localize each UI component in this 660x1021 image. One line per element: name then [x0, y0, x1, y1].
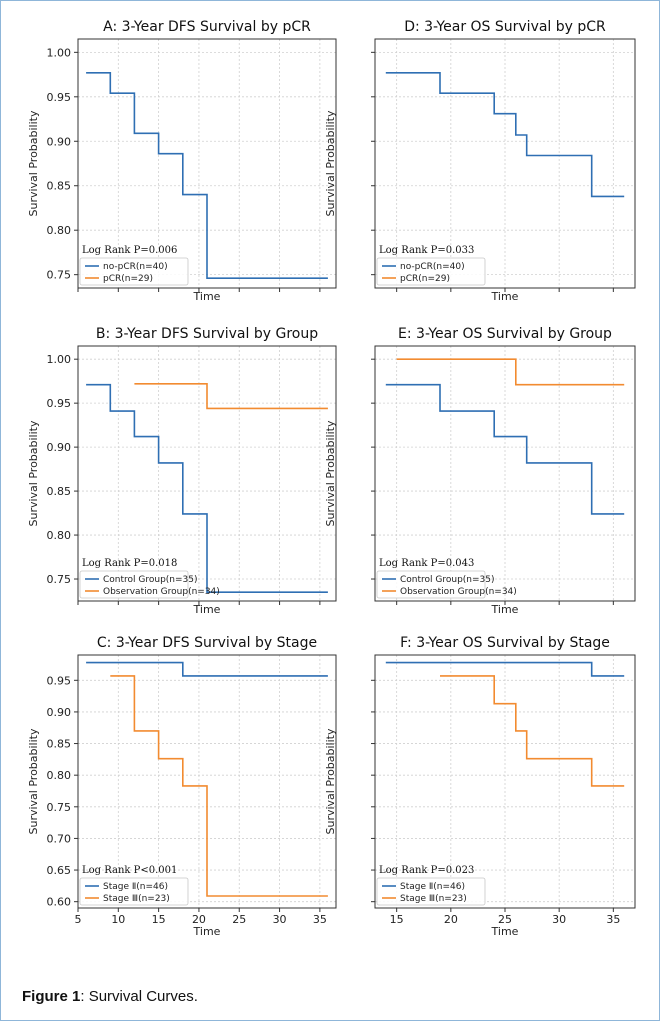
y-tick-label: 0.75	[47, 573, 72, 586]
y-axis-label: Survival Probability	[324, 110, 337, 216]
legend-label-2: pCR(n=29)	[400, 274, 450, 284]
y-tick-label: 0.65	[47, 864, 72, 877]
panel-title: E: 3-Year OS Survival by Group	[398, 326, 612, 342]
y-tick-label: 0.75	[47, 269, 72, 282]
y-tick-label: 0.80	[47, 769, 72, 782]
legend-label-2: Stage Ⅲ(n=23)	[103, 894, 170, 904]
x-tick-label: 5	[75, 913, 82, 926]
legend-box	[79, 570, 189, 599]
y-tick-label: 1.00	[47, 46, 72, 59]
panel-title: F: 3-Year OS Survival by Stage	[400, 635, 610, 651]
y-tick-label: 0.85	[47, 485, 72, 498]
y-tick-label: 0.90	[47, 706, 72, 719]
legend-label-1: Control Group(n=35)	[400, 575, 495, 585]
series-line-1	[385, 661, 625, 677]
y-tick-label: 0.80	[47, 224, 72, 237]
legend-box	[376, 877, 486, 906]
x-tick-label: 25	[498, 913, 512, 926]
panel-title: D: 3-Year OS Survival by pCR	[404, 19, 606, 35]
y-axis-label: Survival Probability	[324, 728, 337, 834]
y-axis-label: Survival Probability	[324, 420, 337, 526]
series-line-1	[86, 661, 328, 677]
legend-label-2: Observation Group(n=34)	[103, 587, 220, 597]
y-tick-label: 0.90	[47, 441, 72, 454]
legend-box	[376, 570, 486, 599]
series-line-1	[86, 71, 328, 280]
panel-b: 0.75 0.80 0.85 0.90 0.95 1.00 B: 3-Year DFS Su…	[27, 326, 337, 616]
y-tick-label: 1.00	[47, 353, 72, 366]
legend-label-2: Stage Ⅲ(n=23)	[400, 894, 467, 904]
x-axis-label: Time	[193, 290, 221, 303]
legend-box	[79, 877, 189, 906]
log-rank-annotation: Log Rank P=0.033	[379, 245, 474, 256]
x-tick-label: 30	[273, 913, 287, 926]
legend-label-1: Stage Ⅱ(n=46)	[400, 882, 465, 892]
legend-box	[376, 257, 486, 286]
panel-title: C: 3-Year DFS Survival by Stage	[97, 635, 317, 651]
y-axis-label: Survival Probability	[27, 420, 40, 526]
plot-area-frame	[77, 38, 337, 289]
log-rank-annotation: Log Rank P=0.043	[379, 558, 474, 569]
panel-e: E: 3-Year OS Survival by Group Time Surviv…	[324, 326, 636, 616]
x-tick-label: 20	[192, 913, 206, 926]
y-axis-label: Survival Probability	[27, 728, 40, 834]
y-tick-label: 0.75	[47, 801, 72, 814]
log-rank-annotation: Log Rank P=0.018	[82, 558, 177, 569]
x-axis-label: Time	[193, 603, 221, 616]
y-tick-label: 0.95	[47, 674, 72, 687]
log-rank-annotation: Log Rank P<0.001	[82, 865, 177, 876]
series-line-2	[440, 675, 625, 787]
survival-curves-figure: 0.75 0.80 0.85 0.90 0.95 1.00 A: 3-Year DFS Su…	[27, 19, 636, 938]
legend-label-1: Stage Ⅱ(n=46)	[103, 882, 168, 892]
y-tick-label: 0.85	[47, 180, 72, 193]
series-line-1	[385, 71, 625, 198]
series-line-2	[110, 675, 328, 897]
panel-c: 0.60 0.65 0.70 0.75 0.80 0.85 0.90 0.95 5 10 15 20 2…	[27, 635, 337, 938]
log-rank-annotation: Log Rank P=0.006	[82, 245, 177, 256]
x-axis-label: Time	[491, 925, 519, 938]
legend-label-1: no-pCR(n=40)	[103, 262, 168, 272]
legend-label-1: Control Group(n=35)	[103, 575, 198, 585]
plot-area-frame	[77, 654, 337, 909]
series-line-2	[396, 358, 625, 386]
series-line-2	[134, 382, 328, 410]
legend-box	[79, 257, 189, 286]
figure-caption-text: : Survival Curves.	[80, 988, 198, 1005]
y-tick-label: 0.60	[47, 896, 72, 909]
legend-label-1: no-pCR(n=40)	[400, 262, 465, 272]
panel-a: 0.75 0.80 0.85 0.90 0.95 1.00 A: 3-Year DFS Su…	[27, 19, 337, 303]
y-tick-label: 0.85	[47, 738, 72, 751]
y-tick-label: 0.90	[47, 135, 72, 148]
y-tick-label: 0.70	[47, 832, 72, 845]
y-axis-label: Survival Probability	[27, 110, 40, 216]
x-tick-label: 20	[444, 913, 458, 926]
x-tick-label: 35	[606, 913, 620, 926]
panel-f: 15 20 25 30 35 F: 3-Year OS Survival by Stage…	[324, 635, 636, 938]
x-tick-label: 35	[313, 913, 327, 926]
log-rank-annotation: Log Rank P=0.023	[379, 865, 474, 876]
x-tick-label: 25	[232, 913, 246, 926]
x-axis-label: Time	[491, 603, 519, 616]
x-tick-label: 30	[552, 913, 566, 926]
legend-label-2: pCR(n=29)	[103, 274, 153, 284]
series-line-1	[86, 383, 328, 594]
panel-title: A: 3-Year DFS Survival by pCR	[103, 19, 311, 35]
figure-caption: Figure 1: Survival Curves.	[22, 988, 198, 1005]
series-line-1	[385, 383, 625, 515]
plot-area-frame	[77, 345, 337, 602]
x-tick-label: 10	[111, 913, 125, 926]
y-tick-label: 0.95	[47, 91, 72, 104]
panel-d: D: 3-Year OS Survival by pCR Time Survival…	[324, 19, 636, 303]
x-tick-label: 15	[152, 913, 166, 926]
legend-label-2: Observation Group(n=34)	[400, 587, 517, 597]
y-tick-label: 0.95	[47, 397, 72, 410]
figure-caption-label: Figure 1	[22, 988, 81, 1005]
x-axis-label: Time	[491, 290, 519, 303]
x-tick-label: 15	[390, 913, 404, 926]
y-tick-label: 0.80	[47, 529, 72, 542]
x-axis-label: Time	[193, 925, 221, 938]
panel-title: B: 3-Year DFS Survival by Group	[96, 326, 318, 342]
